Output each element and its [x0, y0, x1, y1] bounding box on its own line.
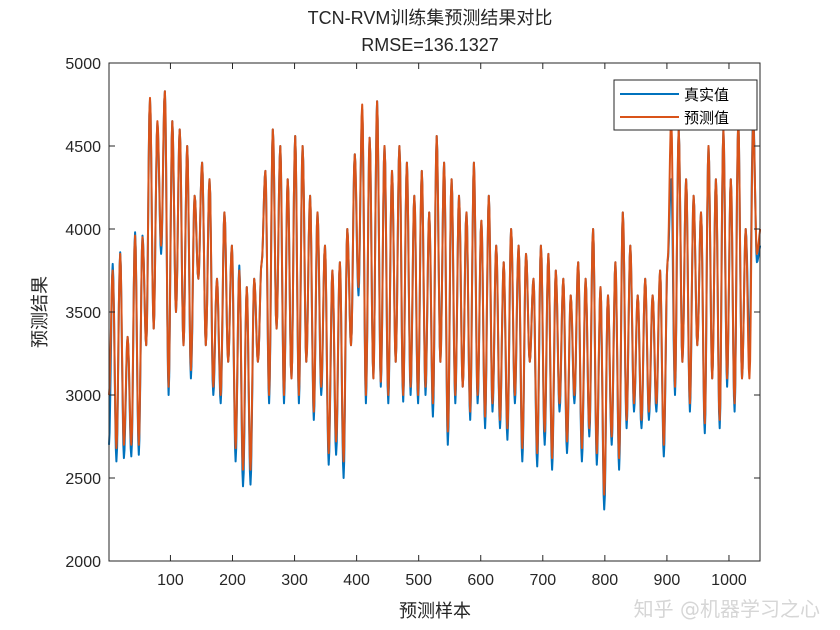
x-tick-label: 600 — [467, 572, 494, 589]
x-tick-label: 300 — [281, 572, 308, 589]
y-tick-label: 2500 — [65, 471, 101, 488]
watermark: 知乎 @机器学习之心 — [633, 597, 820, 621]
x-tick-label: 400 — [343, 572, 370, 589]
y-tick-label: 3000 — [65, 388, 101, 405]
x-tick-label: 900 — [654, 572, 681, 589]
x-axis-label: 预测样本 — [399, 601, 471, 622]
x-tick-label: 1000 — [711, 572, 747, 589]
y-axis-label: 预测结果 — [30, 276, 51, 348]
axis-ticks: 100 200 300 400 500 600 700 800 900 1000 2000 2500 3… — [65, 56, 760, 589]
y-tick-label: 4500 — [65, 139, 101, 156]
series-layer — [108, 90, 761, 511]
y-tick-label: 5000 — [65, 56, 101, 73]
x-tick-label: 100 — [157, 572, 184, 589]
legend: 真实值 预测值 — [613, 79, 758, 131]
x-tick-label: 200 — [219, 572, 246, 589]
y-tick-label: 3500 — [65, 305, 101, 322]
chart-subtitle: RMSE=136.1327 — [361, 35, 499, 55]
series-line-1 — [108, 90, 761, 496]
x-tick-label: 500 — [405, 572, 432, 589]
x-tick-label: 800 — [592, 572, 619, 589]
legend-label-true: 真实值 — [684, 86, 729, 104]
legend-label-pred: 预测值 — [684, 109, 729, 127]
y-tick-label: 4000 — [65, 222, 101, 239]
x-tick-label: 700 — [529, 572, 556, 589]
legend-box — [613, 79, 758, 131]
y-tick-label: 2000 — [65, 554, 101, 571]
chart-title: TCN-RVM训练集预测结果对比 — [308, 8, 553, 28]
